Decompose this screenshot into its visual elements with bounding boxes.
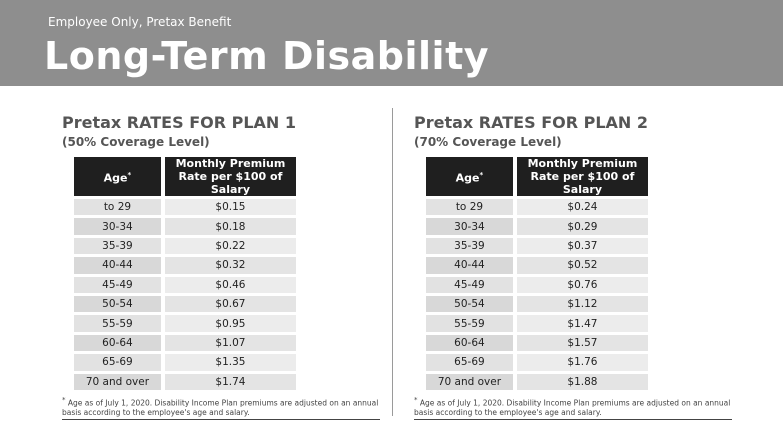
age-cell: 65-69 bbox=[426, 351, 517, 371]
age-cell: 60-64 bbox=[426, 331, 517, 352]
table-row: to 29 $0.15 bbox=[74, 196, 297, 216]
rate-column-header: Monthly Premium Rate per $100 of Salary bbox=[516, 157, 649, 196]
plan-1-rates-table: Age* Monthly Premium Rate per $100 of Sal… bbox=[74, 157, 297, 390]
table-row: 50-54 $1.12 bbox=[426, 292, 649, 313]
age-cell: 60-64 bbox=[74, 331, 165, 352]
table-row: 70 and over $1.74 bbox=[74, 370, 297, 390]
table-row: 65-69 $1.76 bbox=[426, 351, 649, 371]
plan-2-title: Pretax RATES FOR PLAN 2 bbox=[414, 113, 649, 132]
column-divider bbox=[392, 108, 393, 416]
page-title: Long-Term Disability bbox=[44, 34, 490, 78]
table-row: 40-44 $0.32 bbox=[74, 254, 297, 274]
rate-cell: $0.37 bbox=[516, 234, 649, 255]
header-eyebrow: Employee Only, Pretax Benefit bbox=[48, 15, 232, 29]
age-cell: 30-34 bbox=[426, 215, 517, 235]
plan-1-footnote: * Age as of July 1, 2020. Disability Inc… bbox=[62, 396, 379, 417]
age-cell: 40-44 bbox=[426, 254, 517, 274]
rate-cell: $0.52 bbox=[516, 254, 649, 274]
rate-cell: $1.76 bbox=[516, 351, 649, 371]
plan-2-rates-table: Age* Monthly Premium Rate per $100 of Sal… bbox=[426, 157, 649, 390]
rate-cell: $0.18 bbox=[164, 215, 297, 235]
plan-1-section: Pretax RATES FOR PLAN 1 (50% Coverage Le… bbox=[62, 113, 380, 420]
age-column-header: Age* bbox=[426, 157, 517, 196]
age-cell: 35-39 bbox=[426, 234, 517, 255]
rate-cell: $1.12 bbox=[516, 292, 649, 313]
rate-cell: $0.95 bbox=[164, 312, 297, 332]
plan-2-section: Pretax RATES FOR PLAN 2 (70% Coverage Le… bbox=[414, 113, 732, 420]
age-cell: 70 and over bbox=[426, 370, 517, 390]
table-row: 65-69 $1.35 bbox=[74, 351, 297, 371]
rate-cell: $0.29 bbox=[516, 215, 649, 235]
rate-cell: $1.47 bbox=[516, 312, 649, 332]
plan-2-footnote: * Age as of July 1, 2020. Disability Inc… bbox=[414, 396, 731, 417]
age-cell: 50-54 bbox=[74, 292, 165, 313]
rate-column-header: Monthly Premium Rate per $100 of Salary bbox=[164, 157, 297, 196]
table-row: 60-64 $1.57 bbox=[426, 331, 649, 352]
age-cell: 40-44 bbox=[74, 254, 165, 274]
age-cell: 35-39 bbox=[74, 234, 165, 255]
age-column-header: Age* bbox=[74, 157, 165, 196]
table-row: 30-34 $0.29 bbox=[426, 215, 649, 235]
rate-cell: $0.46 bbox=[164, 273, 297, 293]
table-row: 70 and over $1.88 bbox=[426, 370, 649, 390]
plan-1-title: Pretax RATES FOR PLAN 1 bbox=[62, 113, 297, 132]
plan-1-coverage: (50% Coverage Level) bbox=[62, 135, 210, 149]
plan-2-coverage: (70% Coverage Level) bbox=[414, 135, 562, 149]
table-row: 35-39 $0.37 bbox=[426, 234, 649, 255]
table-row: 50-54 $0.67 bbox=[74, 292, 297, 313]
rate-cell: $1.88 bbox=[516, 370, 649, 390]
age-cell: 55-59 bbox=[426, 312, 517, 332]
table-row: 35-39 $0.22 bbox=[74, 234, 297, 255]
plan-1-bottom-rule bbox=[62, 419, 380, 420]
table-row: to 29 $0.24 bbox=[426, 196, 649, 216]
table-row: 40-44 $0.52 bbox=[426, 254, 649, 274]
age-cell: to 29 bbox=[426, 196, 517, 216]
age-cell: 65-69 bbox=[74, 351, 165, 371]
rate-cell: $0.15 bbox=[164, 196, 297, 216]
age-cell: 55-59 bbox=[74, 312, 165, 332]
age-cell: 30-34 bbox=[74, 215, 165, 235]
rate-cell: $1.74 bbox=[164, 370, 297, 390]
age-cell: 70 and over bbox=[74, 370, 165, 390]
plan-2-bottom-rule bbox=[414, 419, 732, 420]
age-cell: 45-49 bbox=[426, 273, 517, 293]
age-cell: 50-54 bbox=[426, 292, 517, 313]
age-cell: to 29 bbox=[74, 196, 165, 216]
table-row: 30-34 $0.18 bbox=[74, 215, 297, 235]
table-row: 55-59 $0.95 bbox=[74, 312, 297, 332]
table-row: 45-49 $0.46 bbox=[74, 273, 297, 293]
table-row: 45-49 $0.76 bbox=[426, 273, 649, 293]
table-row: 60-64 $1.07 bbox=[74, 331, 297, 352]
rate-cell: $1.57 bbox=[516, 331, 649, 352]
rate-cell: $0.24 bbox=[516, 196, 649, 216]
age-cell: 45-49 bbox=[74, 273, 165, 293]
rate-cell: $0.22 bbox=[164, 234, 297, 255]
rate-cell: $0.67 bbox=[164, 292, 297, 313]
rate-cell: $0.32 bbox=[164, 254, 297, 274]
header-banner: Employee Only, Pretax Benefit Long-Term … bbox=[0, 0, 783, 86]
rate-cell: $1.07 bbox=[164, 331, 297, 352]
table-row: 55-59 $1.47 bbox=[426, 312, 649, 332]
rate-cell: $1.35 bbox=[164, 351, 297, 371]
rate-cell: $0.76 bbox=[516, 273, 649, 293]
